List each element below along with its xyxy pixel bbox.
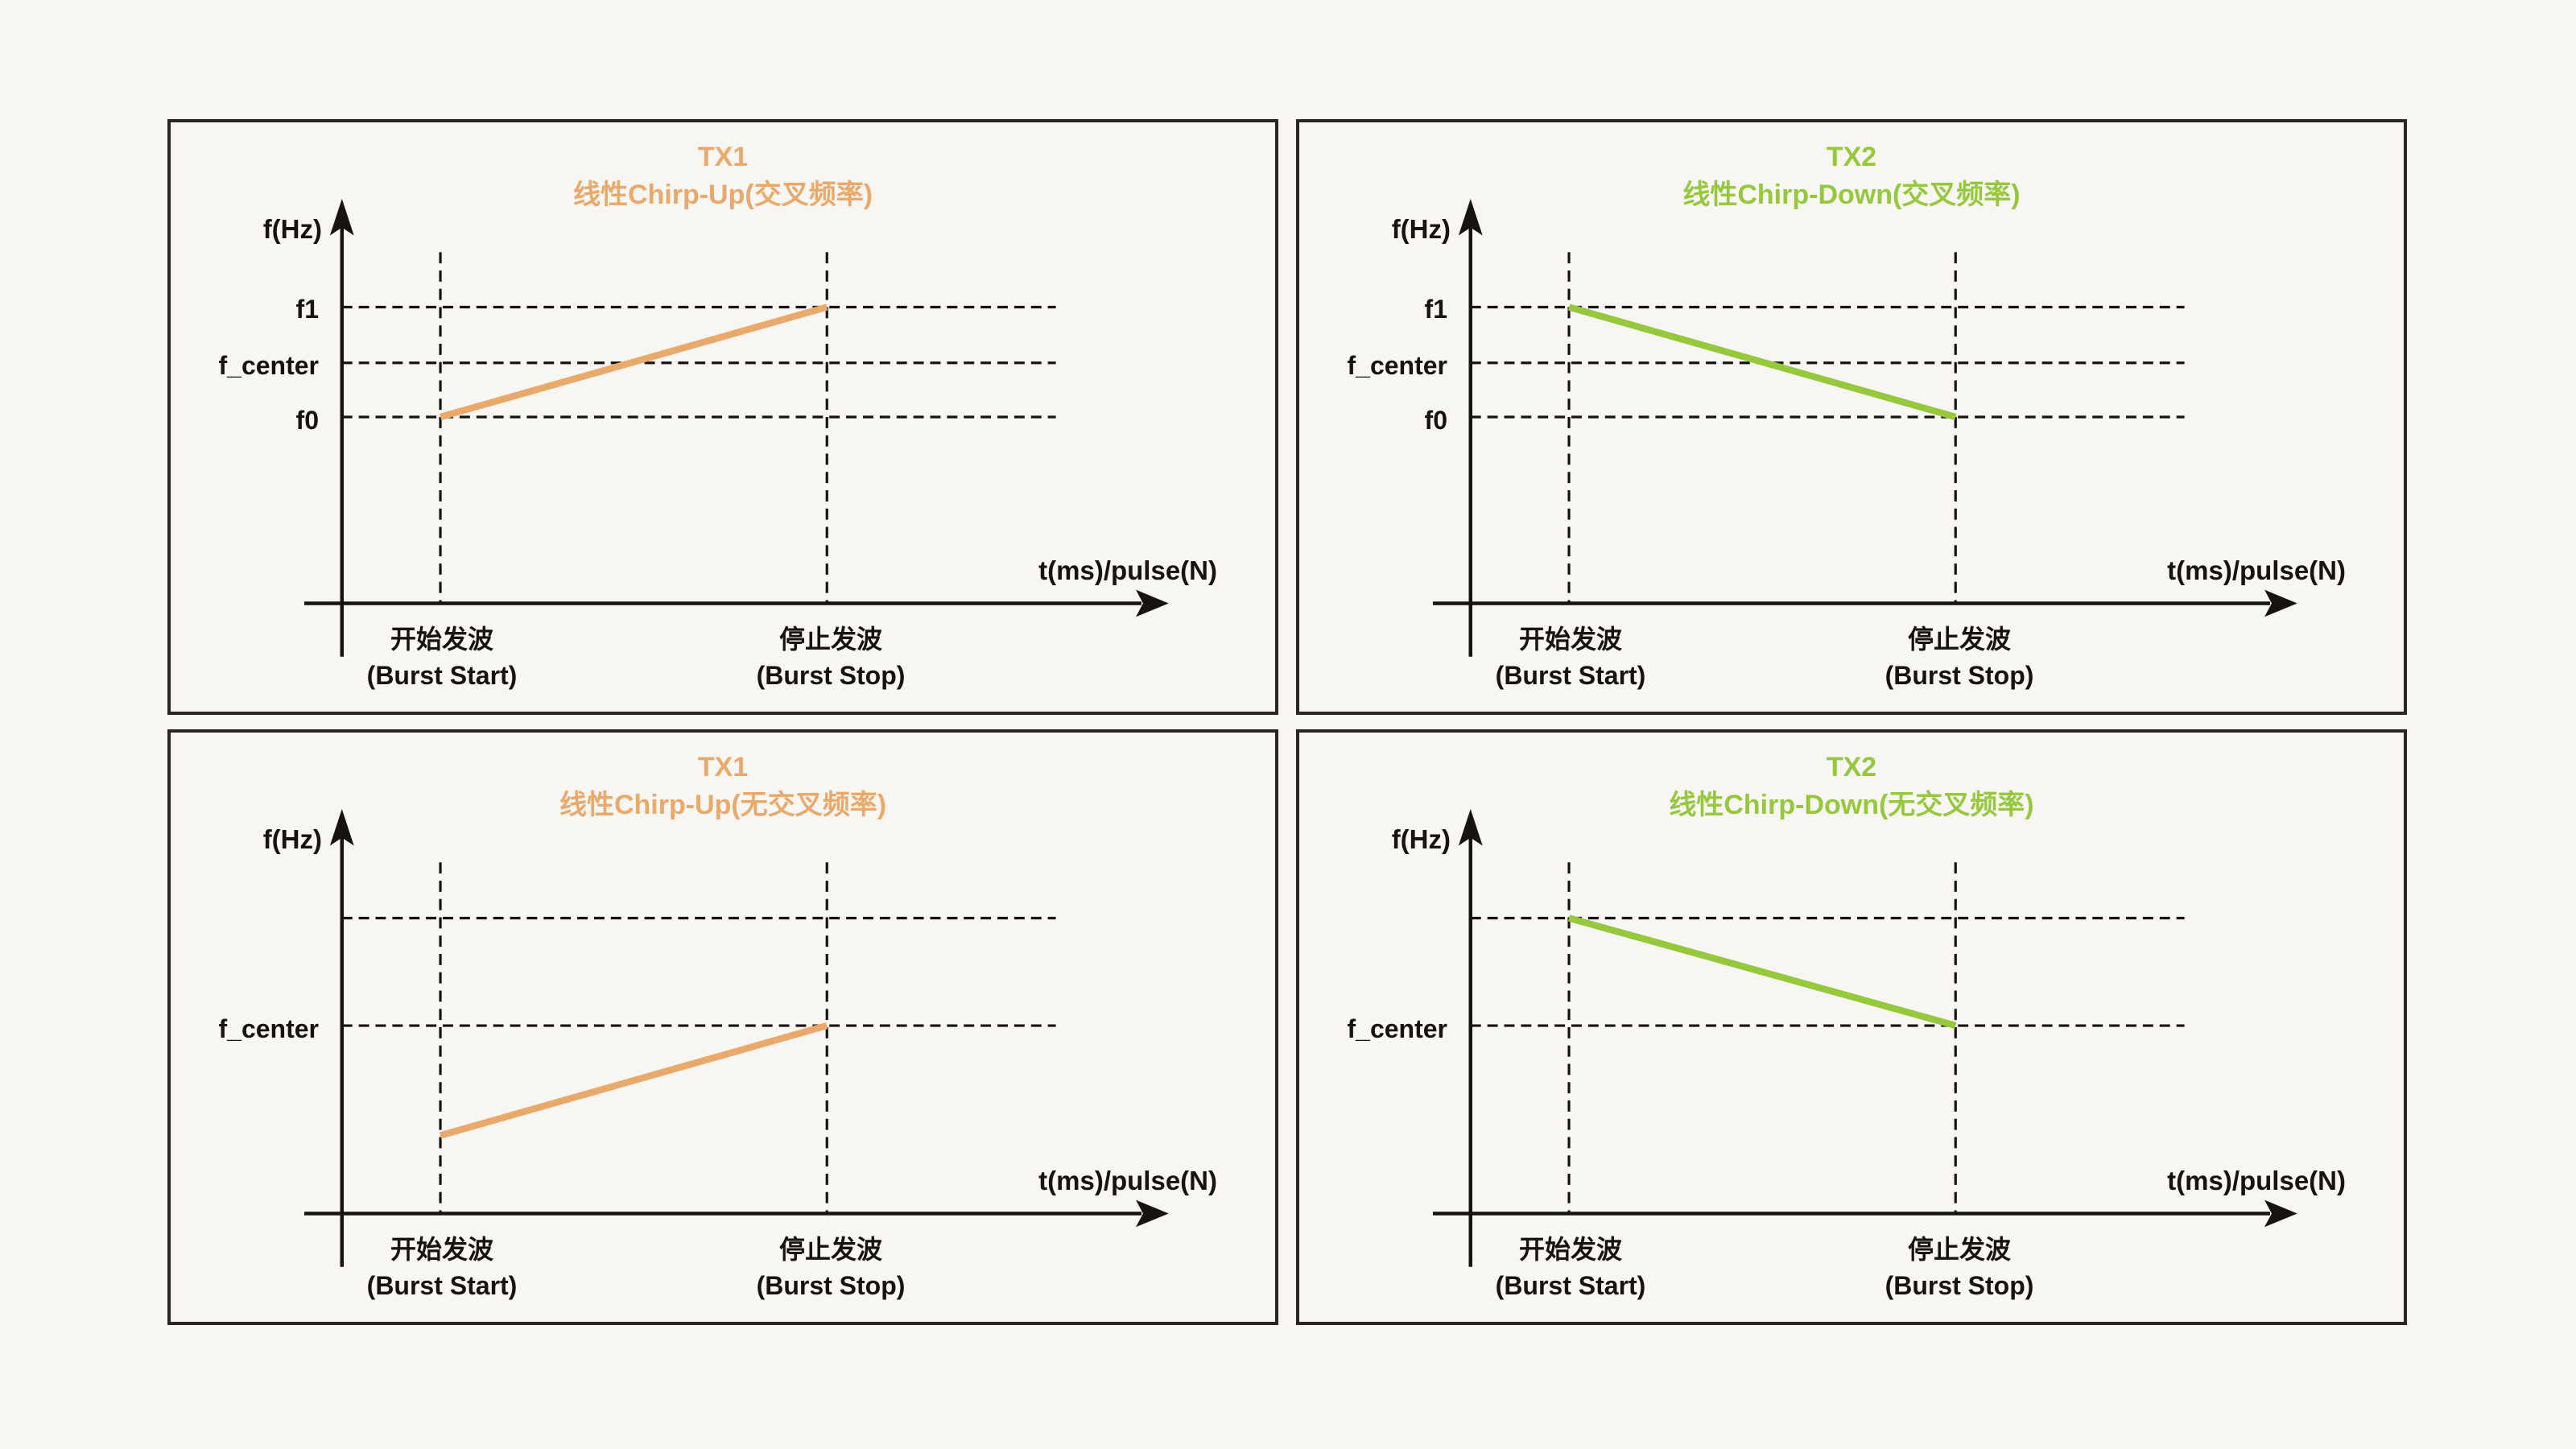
panel-title-line1: TX1 [697,752,749,782]
x-tick-burst-stop-zh: 停止发波 [778,625,882,654]
y-tick-f1: f1 [1424,295,1447,324]
x-tick-burst-start-en: (Burst Start) [366,661,518,690]
panel-title: TX2 线性Chirp-Down(无交叉频率) [1299,749,2404,824]
x-axis-arrowhead [2264,1199,2297,1228]
panel-tx1-noncrossed: TX1 线性Chirp-Up(无交叉频率) f(Hz) f_center t(m… [167,729,1278,1325]
y-axis-label: f(Hz) [262,214,322,244]
x-axis-label: t(ms)/pulse(N) [1038,555,1217,585]
x-tick-burst-stop-zh: 停止发波 [1907,1235,2011,1264]
x-tick-burst-stop-en: (Burst Stop) [1885,1271,2034,1300]
y-tick-f-center: f_center [1347,1014,1448,1043]
x-tick-burst-stop: 停止发波 (Burst Stop) [621,1232,1040,1304]
panel-title-line2: 线性Chirp-Up(无交叉频率) [559,790,887,820]
x-axis-label: t(ms)/pulse(N) [1038,1166,1217,1195]
x-tick-burst-stop: 停止发波 (Burst Stop) [621,621,1040,694]
y-axis-label: f(Hz) [1391,214,1451,244]
x-tick-burst-stop-en: (Burst Stop) [756,1271,906,1300]
x-axis-arrowhead [1136,1199,1169,1228]
y-tick-f0: f0 [1424,406,1447,435]
x-tick-burst-start-zh: 开始发波 [1518,1235,1622,1264]
y-axis-arrowhead [1458,198,1483,236]
x-tick-burst-start: 开始发波 (Burst Start) [1361,621,1780,694]
plot-canvas [1433,198,2297,657]
x-tick-burst-start: 开始发波 (Burst Start) [1361,1232,1780,1304]
panel-tx2-crossed: TX2 线性Chirp-Down(交叉频率) f(Hz) f1 f_center… [1296,119,2407,715]
y-axis-arrowhead [329,808,354,846]
x-tick-burst-stop-zh: 停止发波 [778,1235,882,1264]
x-tick-burst-start-zh: 开始发波 [390,625,493,654]
y-tick-f1: f1 [295,295,319,324]
panel-title: TX1 线性Chirp-Up(无交叉频率) [171,749,1275,824]
x-tick-burst-stop-zh: 停止发波 [1907,625,2011,654]
x-tick-burst-stop-en: (Burst Stop) [756,661,906,690]
y-tick-f-center: f_center [218,351,320,380]
plot-canvas [1433,808,2297,1267]
chirp-line-tx1-up [439,1022,828,1139]
panel-title-line2: 线性Chirp-Up(交叉频率) [572,180,873,210]
y-axis-label: f(Hz) [1391,824,1451,854]
y-tick-f0: f0 [295,406,319,435]
x-tick-burst-stop: 停止发波 (Burst Stop) [1750,1232,2169,1304]
x-tick-burst-stop: 停止发波 (Burst Stop) [1750,621,2169,694]
x-tick-burst-start-en: (Burst Start) [1495,661,1646,690]
chirp-line-tx2-down [1567,303,1957,421]
plot-canvas [304,198,1169,657]
x-axis-arrowhead [1136,589,1169,617]
x-tick-burst-start-zh: 开始发波 [1518,625,1622,654]
panel-title-line2: 线性Chirp-Down(无交叉频率) [1669,790,2034,820]
y-tick-f-center: f_center [218,1014,320,1043]
x-tick-burst-stop-en: (Burst Stop) [1885,661,2034,690]
x-axis-label: t(ms)/pulse(N) [2167,1166,2346,1195]
panel-title-line1: TX2 [1826,142,1877,172]
x-tick-burst-start-zh: 开始发波 [390,1235,493,1264]
y-axis-arrowhead [329,198,354,236]
panel-title-line1: TX2 [1826,752,1877,782]
chirp-line-tx1-up [439,303,828,421]
x-axis-arrowhead [2264,589,2297,617]
x-tick-burst-start-en: (Burst Start) [1495,1271,1646,1300]
plot-canvas [304,808,1169,1267]
chirp-line-tx2-down [1567,914,1957,1030]
x-tick-burst-start: 开始发波 (Burst Start) [233,1232,651,1304]
panel-title: TX2 线性Chirp-Down(交叉频率) [1299,138,2404,214]
panel-title: TX1 线性Chirp-Up(交叉频率) [171,138,1275,214]
panel-tx1-crossed: TX1 线性Chirp-Up(交叉频率) f(Hz) f1 f_center f… [167,119,1278,715]
x-tick-burst-start: 开始发波 (Burst Start) [233,621,651,694]
x-tick-burst-start-en: (Burst Start) [366,1271,518,1300]
panel-tx2-noncrossed: TX2 线性Chirp-Down(无交叉频率) f(Hz) f_center t… [1296,729,2407,1325]
y-axis-label: f(Hz) [262,824,322,854]
panel-title-line2: 线性Chirp-Down(交叉频率) [1682,180,2021,210]
y-axis-arrowhead [1458,808,1483,846]
x-axis-label: t(ms)/pulse(N) [2167,555,2346,585]
y-tick-f-center: f_center [1347,351,1448,380]
panel-title-line1: TX1 [697,142,749,172]
